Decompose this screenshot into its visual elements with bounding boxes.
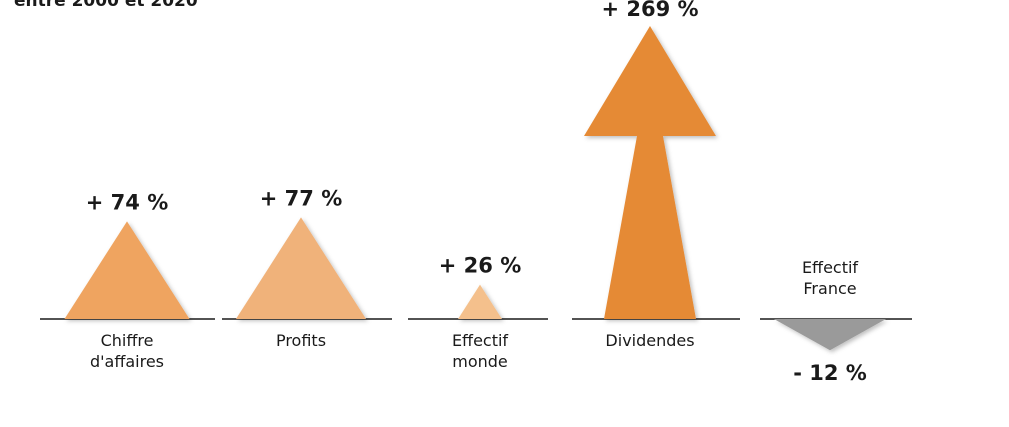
category-label-5: Effectif France — [802, 258, 858, 298]
category-label-3: Effectif monde — [452, 331, 508, 371]
value-label-2: + 77 % — [260, 186, 342, 210]
category-label-line: d'affaires — [90, 352, 164, 371]
value-label-5: - 12 % — [793, 361, 867, 385]
category-label-line: Chiffre — [101, 331, 154, 350]
value-label-4: + 269 % — [601, 0, 698, 21]
bar-triangle-neg-5 — [774, 319, 886, 351]
category-label-line: France — [803, 279, 856, 298]
chart-labels: + 74 % Chiffre d'affaires + 77 % Profits + 26… — [86, 0, 867, 385]
bar-arrow-4 — [584, 26, 716, 319]
category-label-line: Dividendes — [605, 331, 694, 350]
category-label-line: Effectif — [452, 331, 508, 350]
category-label-line: Profits — [276, 331, 326, 350]
chart-title: entre 2000 et 2020 — [14, 0, 198, 11]
bar-triangle-1 — [64, 221, 190, 319]
value-label-3: + 26 % — [439, 254, 521, 278]
category-label-2: Profits — [276, 331, 326, 350]
bar-triangle-3 — [458, 284, 502, 319]
category-label-line: Effectif — [802, 258, 858, 277]
category-label-4: Dividendes — [605, 331, 694, 350]
value-label-1: + 74 % — [86, 190, 168, 214]
category-label-line: monde — [452, 352, 508, 371]
bar-triangle-2 — [235, 217, 367, 319]
chart-marks — [64, 26, 886, 351]
category-label-1: Chiffre d'affaires — [90, 331, 164, 371]
